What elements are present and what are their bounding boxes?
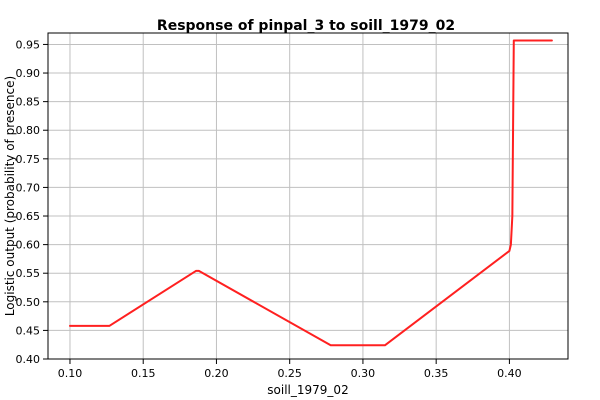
x-tick-label: 0.25 (277, 367, 302, 380)
series-layer (68, 39, 553, 347)
y-tick-label: 0.65 (16, 210, 41, 223)
x-tick-label: 0.10 (58, 367, 83, 380)
x-tick-label: 0.15 (131, 367, 156, 380)
x-axis-label: soill_1979_02 (267, 383, 348, 397)
y-tick-label: 0.45 (16, 324, 41, 337)
x-tick-label: 0.40 (497, 367, 522, 380)
x-tick-label: 0.20 (204, 367, 229, 380)
y-tick-label: 0.90 (16, 67, 41, 80)
y-tick-label: 0.95 (16, 38, 41, 51)
x-tick-label: 0.30 (351, 367, 376, 380)
response-curve (68, 39, 553, 347)
y-tick-label: 0.50 (16, 296, 41, 309)
grid-lines (48, 33, 568, 360)
y-tick-label: 0.70 (16, 181, 41, 194)
axis-ticks: 0.10 0.15 0.20 0.25 0.30 0.35 0.40 0.40 0.45 0.50… (16, 38, 522, 380)
y-tick-label: 0.85 (16, 96, 41, 109)
chart-title: Response of pinpal_3 to soill_1979_02 (157, 18, 455, 34)
y-tick-label: 0.75 (16, 153, 41, 166)
y-tick-label: 0.80 (16, 124, 41, 137)
y-axis-label: Logistic output (probability of presence… (3, 76, 17, 316)
y-tick-label: 0.60 (16, 239, 41, 252)
plot-frame (47, 32, 569, 360)
y-tick-label: 0.40 (16, 353, 41, 366)
y-tick-label: 0.55 (16, 267, 41, 280)
x-tick-label: 0.35 (424, 367, 449, 380)
